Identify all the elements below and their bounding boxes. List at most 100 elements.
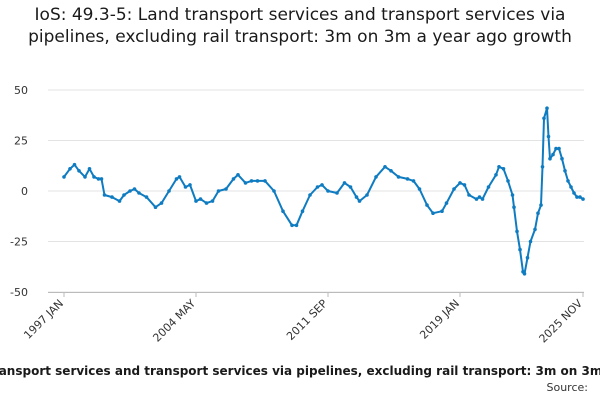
- data-point: [512, 205, 516, 209]
- data-point: [539, 203, 543, 207]
- data-point: [62, 175, 66, 179]
- data-point: [477, 195, 482, 199]
- data-point: [224, 187, 228, 191]
- data-point: [68, 167, 72, 171]
- data-point: [99, 177, 104, 181]
- x-tick-label: 1997 JAN: [21, 297, 66, 342]
- data-point: [518, 247, 522, 252]
- x-tick-label: 2019 JAN: [417, 297, 462, 342]
- data-point: [578, 195, 582, 199]
- data-point: [486, 185, 491, 189]
- y-tick-label: -25: [10, 236, 28, 249]
- data-point: [110, 195, 114, 199]
- data-point: [128, 189, 132, 193]
- data-point: [383, 165, 387, 169]
- x-tick-label: 2025 NOV: [537, 297, 586, 346]
- data-point: [374, 175, 378, 179]
- data-point: [540, 165, 545, 169]
- data-point: [510, 193, 515, 197]
- data-point: [167, 189, 171, 193]
- data-point: [102, 193, 107, 197]
- data-point: [194, 199, 198, 203]
- data-point: [522, 272, 527, 276]
- data-point: [281, 209, 285, 213]
- data-point: [572, 191, 576, 195]
- data-point: [431, 211, 435, 215]
- data-point: [216, 189, 221, 193]
- y-tick-label: 50: [14, 84, 28, 97]
- data-point: [300, 209, 305, 213]
- data-point: [365, 193, 369, 197]
- data-point: [389, 169, 393, 173]
- data-point: [320, 183, 324, 187]
- data-point: [563, 169, 567, 173]
- data-point: [308, 193, 312, 197]
- data-point: [249, 179, 254, 183]
- data-point: [326, 189, 330, 193]
- data-point: [198, 197, 203, 201]
- y-tick-label: -50: [10, 286, 28, 299]
- data-point: [494, 173, 498, 177]
- data-point: [497, 165, 501, 169]
- data-point: [548, 156, 552, 161]
- x-tick-label: 2011 SEP: [284, 297, 330, 343]
- data-point: [177, 175, 182, 179]
- data-point: [77, 169, 81, 173]
- data-point: [290, 223, 294, 228]
- source-label: Source:: [546, 381, 589, 394]
- data-point: [342, 181, 347, 185]
- data-point: [458, 181, 462, 185]
- data-point: [467, 193, 471, 197]
- y-tick-label: 25: [14, 135, 28, 148]
- chart-title: IoS: 49.3-5: Land transport services and…: [28, 5, 572, 47]
- data-point: [183, 185, 188, 189]
- data-point: [315, 185, 320, 189]
- data-point: [272, 189, 276, 193]
- data-point: [144, 195, 149, 199]
- data-point: [425, 203, 429, 207]
- data-point: [153, 205, 158, 209]
- data-point: [557, 146, 561, 151]
- data-point: [551, 152, 555, 157]
- data-point: [480, 197, 485, 201]
- data-point: [569, 185, 573, 189]
- data-point: [452, 187, 456, 191]
- data-point: [396, 175, 401, 179]
- data-point: [444, 201, 449, 205]
- data-point: [117, 199, 122, 203]
- data-point: [462, 183, 467, 187]
- data-point: [294, 223, 299, 228]
- y-tick-label: 0: [21, 185, 28, 198]
- data-point: [188, 183, 192, 187]
- data-point: [411, 179, 416, 183]
- data-point: [335, 191, 339, 195]
- data-point: [96, 177, 101, 181]
- data-point: [546, 134, 551, 139]
- data-point: [92, 175, 96, 179]
- data-point: [542, 116, 546, 121]
- data-point: [236, 173, 240, 177]
- data-point: [501, 167, 506, 171]
- data-point: [566, 179, 570, 183]
- data-point: [575, 195, 579, 199]
- data-point: [348, 185, 353, 189]
- data-point: [533, 227, 537, 232]
- data-point: [417, 187, 422, 191]
- data-point: [83, 175, 87, 179]
- data-point: [354, 195, 359, 199]
- data-point: [243, 181, 248, 185]
- data-point: [204, 201, 209, 205]
- data-point: [536, 211, 540, 215]
- data-point: [515, 229, 519, 234]
- data-point: [440, 209, 444, 213]
- data-point: [159, 201, 164, 205]
- data-point: [210, 199, 215, 203]
- data-point: [255, 179, 260, 183]
- data-point: [174, 177, 179, 181]
- data-point: [528, 239, 533, 244]
- legend-label: Land transport services and transport se…: [0, 364, 600, 378]
- data-point: [87, 167, 92, 171]
- legend-series-name: Land transport services and transport se…: [0, 364, 600, 378]
- data-point: [405, 177, 410, 181]
